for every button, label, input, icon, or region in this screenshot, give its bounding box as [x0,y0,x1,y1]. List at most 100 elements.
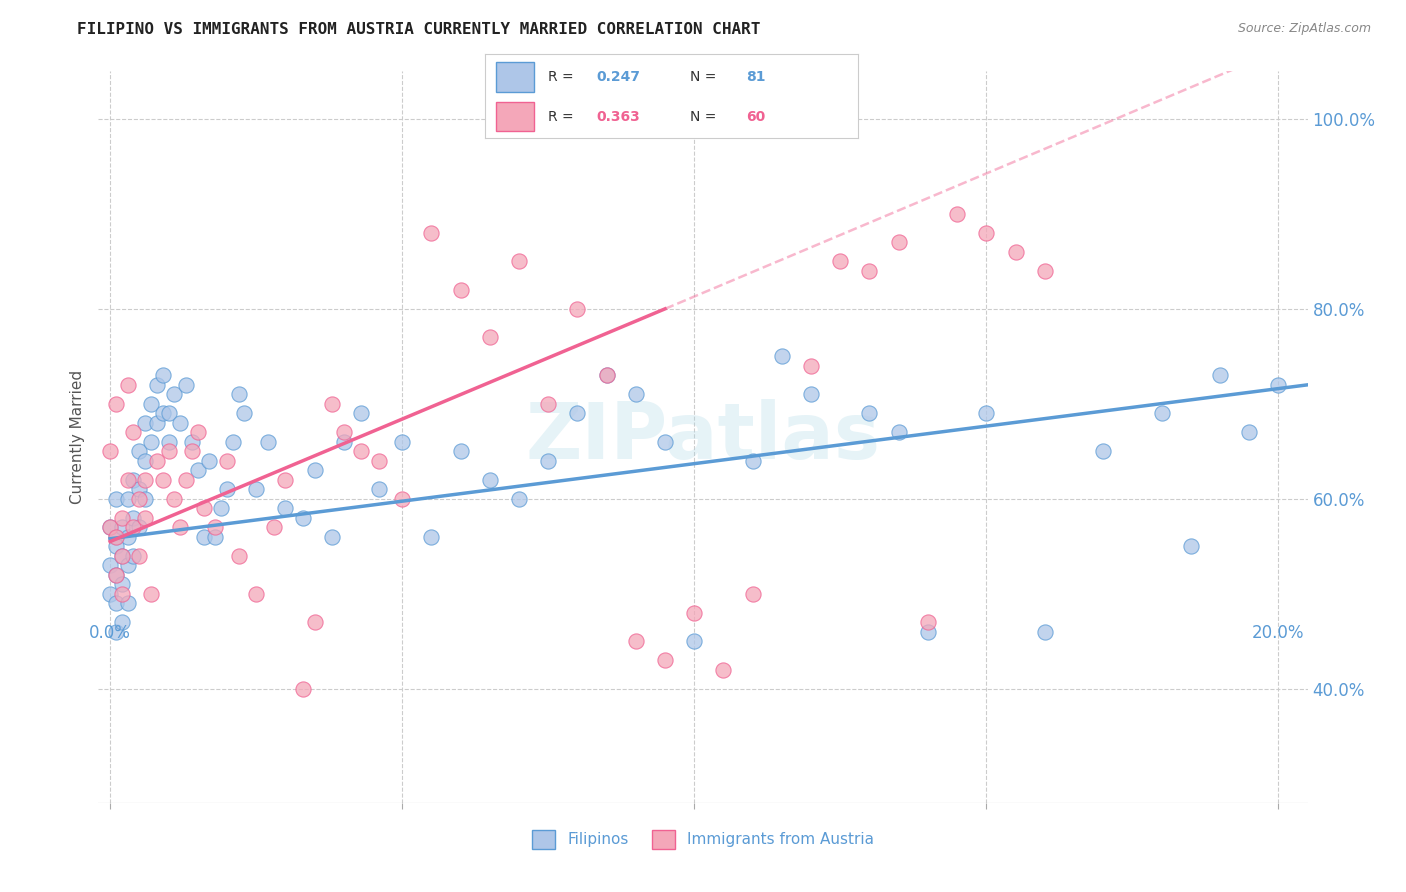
Point [595,368,617,383]
Point [830,254,852,268]
Point [567,406,589,420]
Point [117,530,139,544]
Text: N =: N = [690,110,721,124]
Point [478,330,501,344]
Point [391,491,413,506]
Point [152,368,174,383]
FancyBboxPatch shape [496,62,533,92]
Point [209,501,232,516]
Point [741,454,763,468]
Point [1267,377,1289,392]
Point [304,463,326,477]
Point [128,491,150,506]
Point [478,473,501,487]
Text: 20.0%: 20.0% [1253,624,1305,641]
Point [134,491,156,506]
Point [117,491,139,506]
Point [146,377,169,392]
Point [111,511,134,525]
Text: R =: R = [548,110,578,124]
Point [98,520,121,534]
Point [180,444,202,458]
Point [187,425,209,440]
Legend: Filipinos, Immigrants from Austria: Filipinos, Immigrants from Austria [520,818,886,861]
Point [163,491,186,506]
Point [174,377,197,392]
Point [174,473,197,487]
Point [139,434,162,449]
Point [157,434,180,449]
Point [567,301,589,316]
Point [946,207,969,221]
Point [321,397,343,411]
Point [98,520,121,534]
Point [1033,264,1056,278]
Text: Source: ZipAtlas.com: Source: ZipAtlas.com [1237,22,1371,36]
Point [367,454,389,468]
Point [122,425,145,440]
Point [332,425,354,440]
Text: FILIPINO VS IMMIGRANTS FROM AUSTRIA CURRENTLY MARRIED CORRELATION CHART: FILIPINO VS IMMIGRANTS FROM AUSTRIA CURR… [77,22,761,37]
Point [291,681,314,696]
Point [537,454,560,468]
Point [193,530,215,544]
Point [420,226,443,240]
Point [169,416,191,430]
Point [134,473,156,487]
Point [654,653,676,667]
Point [887,235,910,250]
Point [111,615,134,630]
Point [122,520,145,534]
Point [713,663,735,677]
Point [245,483,267,497]
Point [1209,368,1232,383]
Point [683,634,706,648]
Text: N =: N = [690,70,721,84]
Point [1092,444,1115,458]
Point [1150,406,1173,420]
Point [391,434,413,449]
Point [332,434,354,449]
Text: 0.363: 0.363 [596,110,641,124]
Point [215,454,238,468]
Point [122,549,145,563]
Point [321,530,343,544]
Point [274,501,297,516]
Point [157,444,180,458]
Point [152,406,174,420]
Point [222,434,245,449]
Point [917,624,939,639]
Point [974,406,997,420]
Point [508,254,530,268]
Point [128,444,150,458]
Point [122,511,145,525]
Point [117,596,139,610]
Point [104,530,127,544]
Point [228,387,250,401]
Point [111,549,134,563]
Point [104,491,127,506]
Point [111,549,134,563]
Point [624,387,647,401]
Point [134,416,156,430]
Point [1237,425,1260,440]
Text: 0.0%: 0.0% [89,624,131,641]
Point [450,283,472,297]
Point [263,520,285,534]
Point [204,530,226,544]
Point [654,434,676,449]
Point [1180,539,1202,553]
Point [858,406,880,420]
Point [111,587,134,601]
Point [683,606,706,620]
Point [104,530,127,544]
Point [98,558,121,573]
Point [274,473,297,487]
Point [858,264,880,278]
Point [304,615,326,630]
Point [104,624,127,639]
Point [291,511,314,525]
Point [887,425,910,440]
Point [117,558,139,573]
Point [741,587,763,601]
